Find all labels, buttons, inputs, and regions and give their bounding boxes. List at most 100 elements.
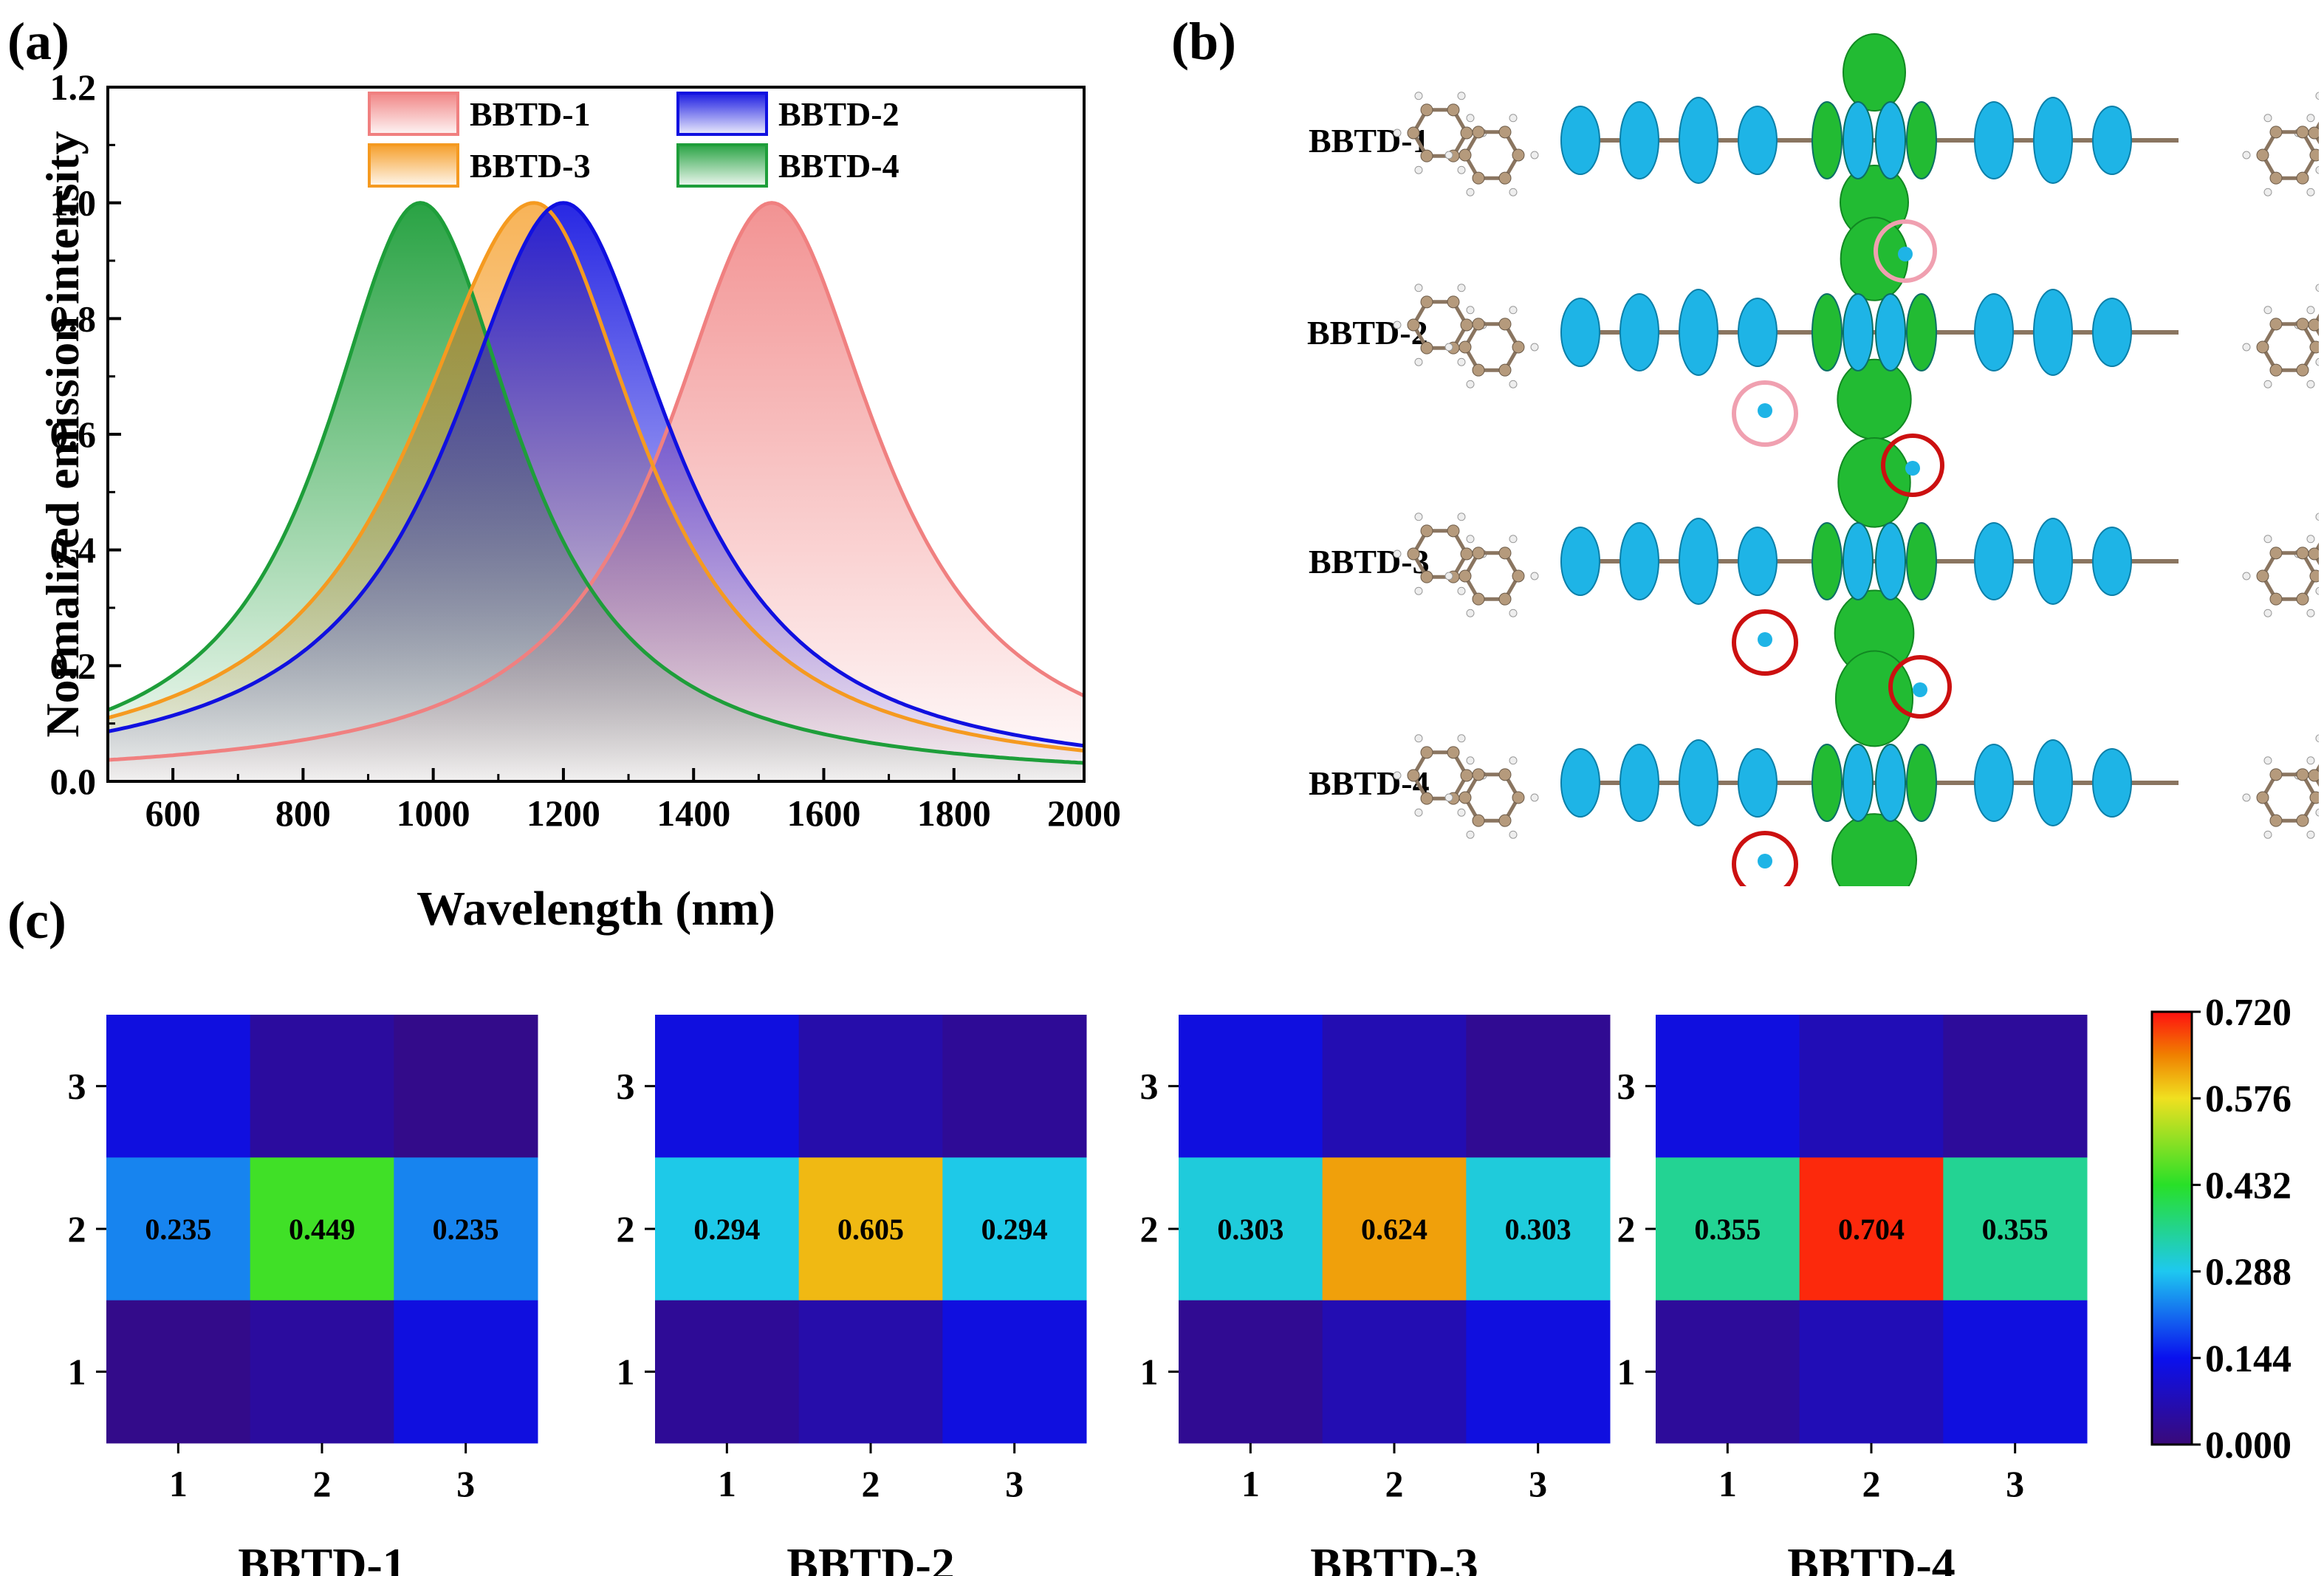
orbital-lobe-core <box>1906 101 1937 179</box>
substituent-lobe <box>1758 403 1772 418</box>
cell-label: 0.303 <box>1505 1213 1571 1246</box>
heatmap-cell <box>1943 1015 2088 1158</box>
orbital-lobe-green <box>1837 358 1912 440</box>
orbital-lobe-core <box>1811 744 1843 822</box>
orbital-lobe-blue <box>1560 106 1600 175</box>
carbon-atom <box>2309 340 2319 354</box>
heatmap-bbtd-1: 0.235 0.449 0.235 1 2 3 1 2 3 BBTD-1 <box>68 1015 538 1576</box>
highlight-circle <box>1732 609 1798 676</box>
orbital-lobe-blue <box>1738 298 1778 367</box>
hydrogen-atom <box>1509 380 1518 388</box>
y-tick-label: 1 <box>68 1351 86 1392</box>
carbon-atom <box>2269 171 2283 185</box>
hydrogen-atom <box>2263 609 2272 617</box>
y-tick-label: 0.6 <box>50 414 97 455</box>
orbital-lobe-core <box>1875 522 1906 600</box>
cell-label: 0.355 <box>1694 1213 1761 1246</box>
carbon-atom <box>1472 814 1485 827</box>
orbital-lobe-green <box>1831 813 1918 886</box>
orbital-lobe-blue <box>1738 106 1778 175</box>
line-bbtd-1 <box>107 201 1086 762</box>
colorbar-tick-label: 0.576 <box>2205 1078 2292 1120</box>
heatmap-title-bbtd-2: BBTD-2 <box>786 1538 955 1576</box>
y-axis-label: Normalized emission intensity <box>36 131 89 737</box>
hydrogen-atom <box>1414 808 1423 817</box>
heatmap-cell <box>106 1300 251 1444</box>
orbital-lobe-core <box>1811 293 1843 371</box>
hydrogen-atom <box>1457 586 1466 595</box>
carbon-atom <box>1472 768 1485 781</box>
hydrogen-atom <box>1466 306 1475 315</box>
orbital-lobe-blue <box>2092 748 2132 818</box>
carbon-atom <box>1512 148 1525 162</box>
hydrogen-atom <box>1457 284 1466 292</box>
carbon-atom <box>1420 746 1433 759</box>
x-tick-label: 3 <box>456 1463 475 1504</box>
x-tick-label: 1400 <box>657 792 730 834</box>
substituent-lobe <box>1758 632 1772 647</box>
carbon-atom <box>1498 814 1512 827</box>
hydrogen-atom <box>1414 734 1423 743</box>
carbon-atom <box>1420 341 1433 354</box>
cell-label: 0.449 <box>289 1213 355 1246</box>
carbon-atom <box>2309 569 2319 583</box>
carbon-atom <box>1498 768 1512 781</box>
orbital-lobe-core <box>1906 522 1937 600</box>
hydrogen-atom <box>1530 572 1539 580</box>
carbon-atom <box>1460 126 1473 140</box>
x-tick-label: 1600 <box>786 792 860 834</box>
hydrogen-atom <box>1414 513 1423 521</box>
hydrogen-atom <box>2315 513 2319 521</box>
legend-label-bbtd-3: BBTD-3 <box>470 147 591 185</box>
hydrogen-atom <box>1509 535 1518 544</box>
cell-label: 0.303 <box>1217 1213 1283 1246</box>
emission-spectra-chart: 600 800 1000 1200 1400 1600 1800 2000 0.0 0.2 0.4 0… <box>36 66 1121 936</box>
orbital-lobe-core <box>1811 101 1843 179</box>
line-bbtd-2 <box>107 201 1085 748</box>
orbital-lobe-green <box>1840 216 1909 301</box>
carbon-atom <box>2296 814 2309 827</box>
orbital-lobe-blue <box>1619 293 1659 371</box>
hydrogen-atom <box>2315 734 2319 743</box>
carbon-atom <box>2309 791 2319 804</box>
carbon-atom <box>1498 171 1512 185</box>
hydrogen-atom <box>1444 793 1453 802</box>
carbon-atom <box>1447 524 1460 538</box>
hydrogen-atom <box>2263 188 2272 196</box>
legend-swatch-bbtd-1 <box>368 92 459 136</box>
heatmap-cell <box>798 1300 943 1444</box>
carbon-atom <box>1472 363 1485 377</box>
x-tick-label: 1000 <box>397 792 470 834</box>
hydrogen-atom <box>2306 756 2315 765</box>
hydrogen-atom <box>2263 114 2272 123</box>
carbon-atom <box>1420 103 1433 117</box>
panel-label-c: (c) <box>7 891 66 950</box>
molecule-panel: BBTD-1 BBTD-2 BBTD-3 BBTD-4 <box>1307 33 2319 886</box>
heatmap-cell <box>942 1015 1087 1158</box>
molecule-label-bbtd-3: BBTD-3 <box>1309 543 1430 580</box>
cell-label: 0.294 <box>981 1213 1048 1246</box>
carbon-atom <box>1459 148 1472 162</box>
y-tick-label: 1 <box>1140 1351 1159 1392</box>
highlight-circle <box>1888 655 1952 719</box>
orbital-lobe-blue <box>1679 97 1718 184</box>
hydrogen-atom <box>2306 188 2315 196</box>
heatmap-cell <box>1799 1300 1944 1444</box>
molecule-bbtd-4: BBTD-4 <box>1309 650 2319 886</box>
colorbar-tick-label: 0.432 <box>2205 1165 2292 1207</box>
heatmap-cell <box>1179 1157 1323 1301</box>
carbon-atom <box>2296 171 2309 185</box>
line-bbtd-4 <box>107 201 1085 765</box>
y-tick-label: 1 <box>1617 1351 1636 1392</box>
carbon-atom <box>1472 126 1485 139</box>
y-tick-label: 0.0 <box>50 761 97 802</box>
hydrogen-atom <box>1457 357 1466 366</box>
carbon-atom <box>1472 547 1485 560</box>
carbon-atom <box>2269 318 2283 331</box>
cell-label: 0.355 <box>1982 1213 2049 1246</box>
phenyl-ring <box>2260 322 2318 372</box>
heatmap-cell <box>106 1157 251 1301</box>
y-tick-label: 3 <box>1140 1066 1159 1107</box>
hydrogen-atom <box>2306 380 2315 388</box>
hydrogen-atom <box>1509 830 1518 839</box>
